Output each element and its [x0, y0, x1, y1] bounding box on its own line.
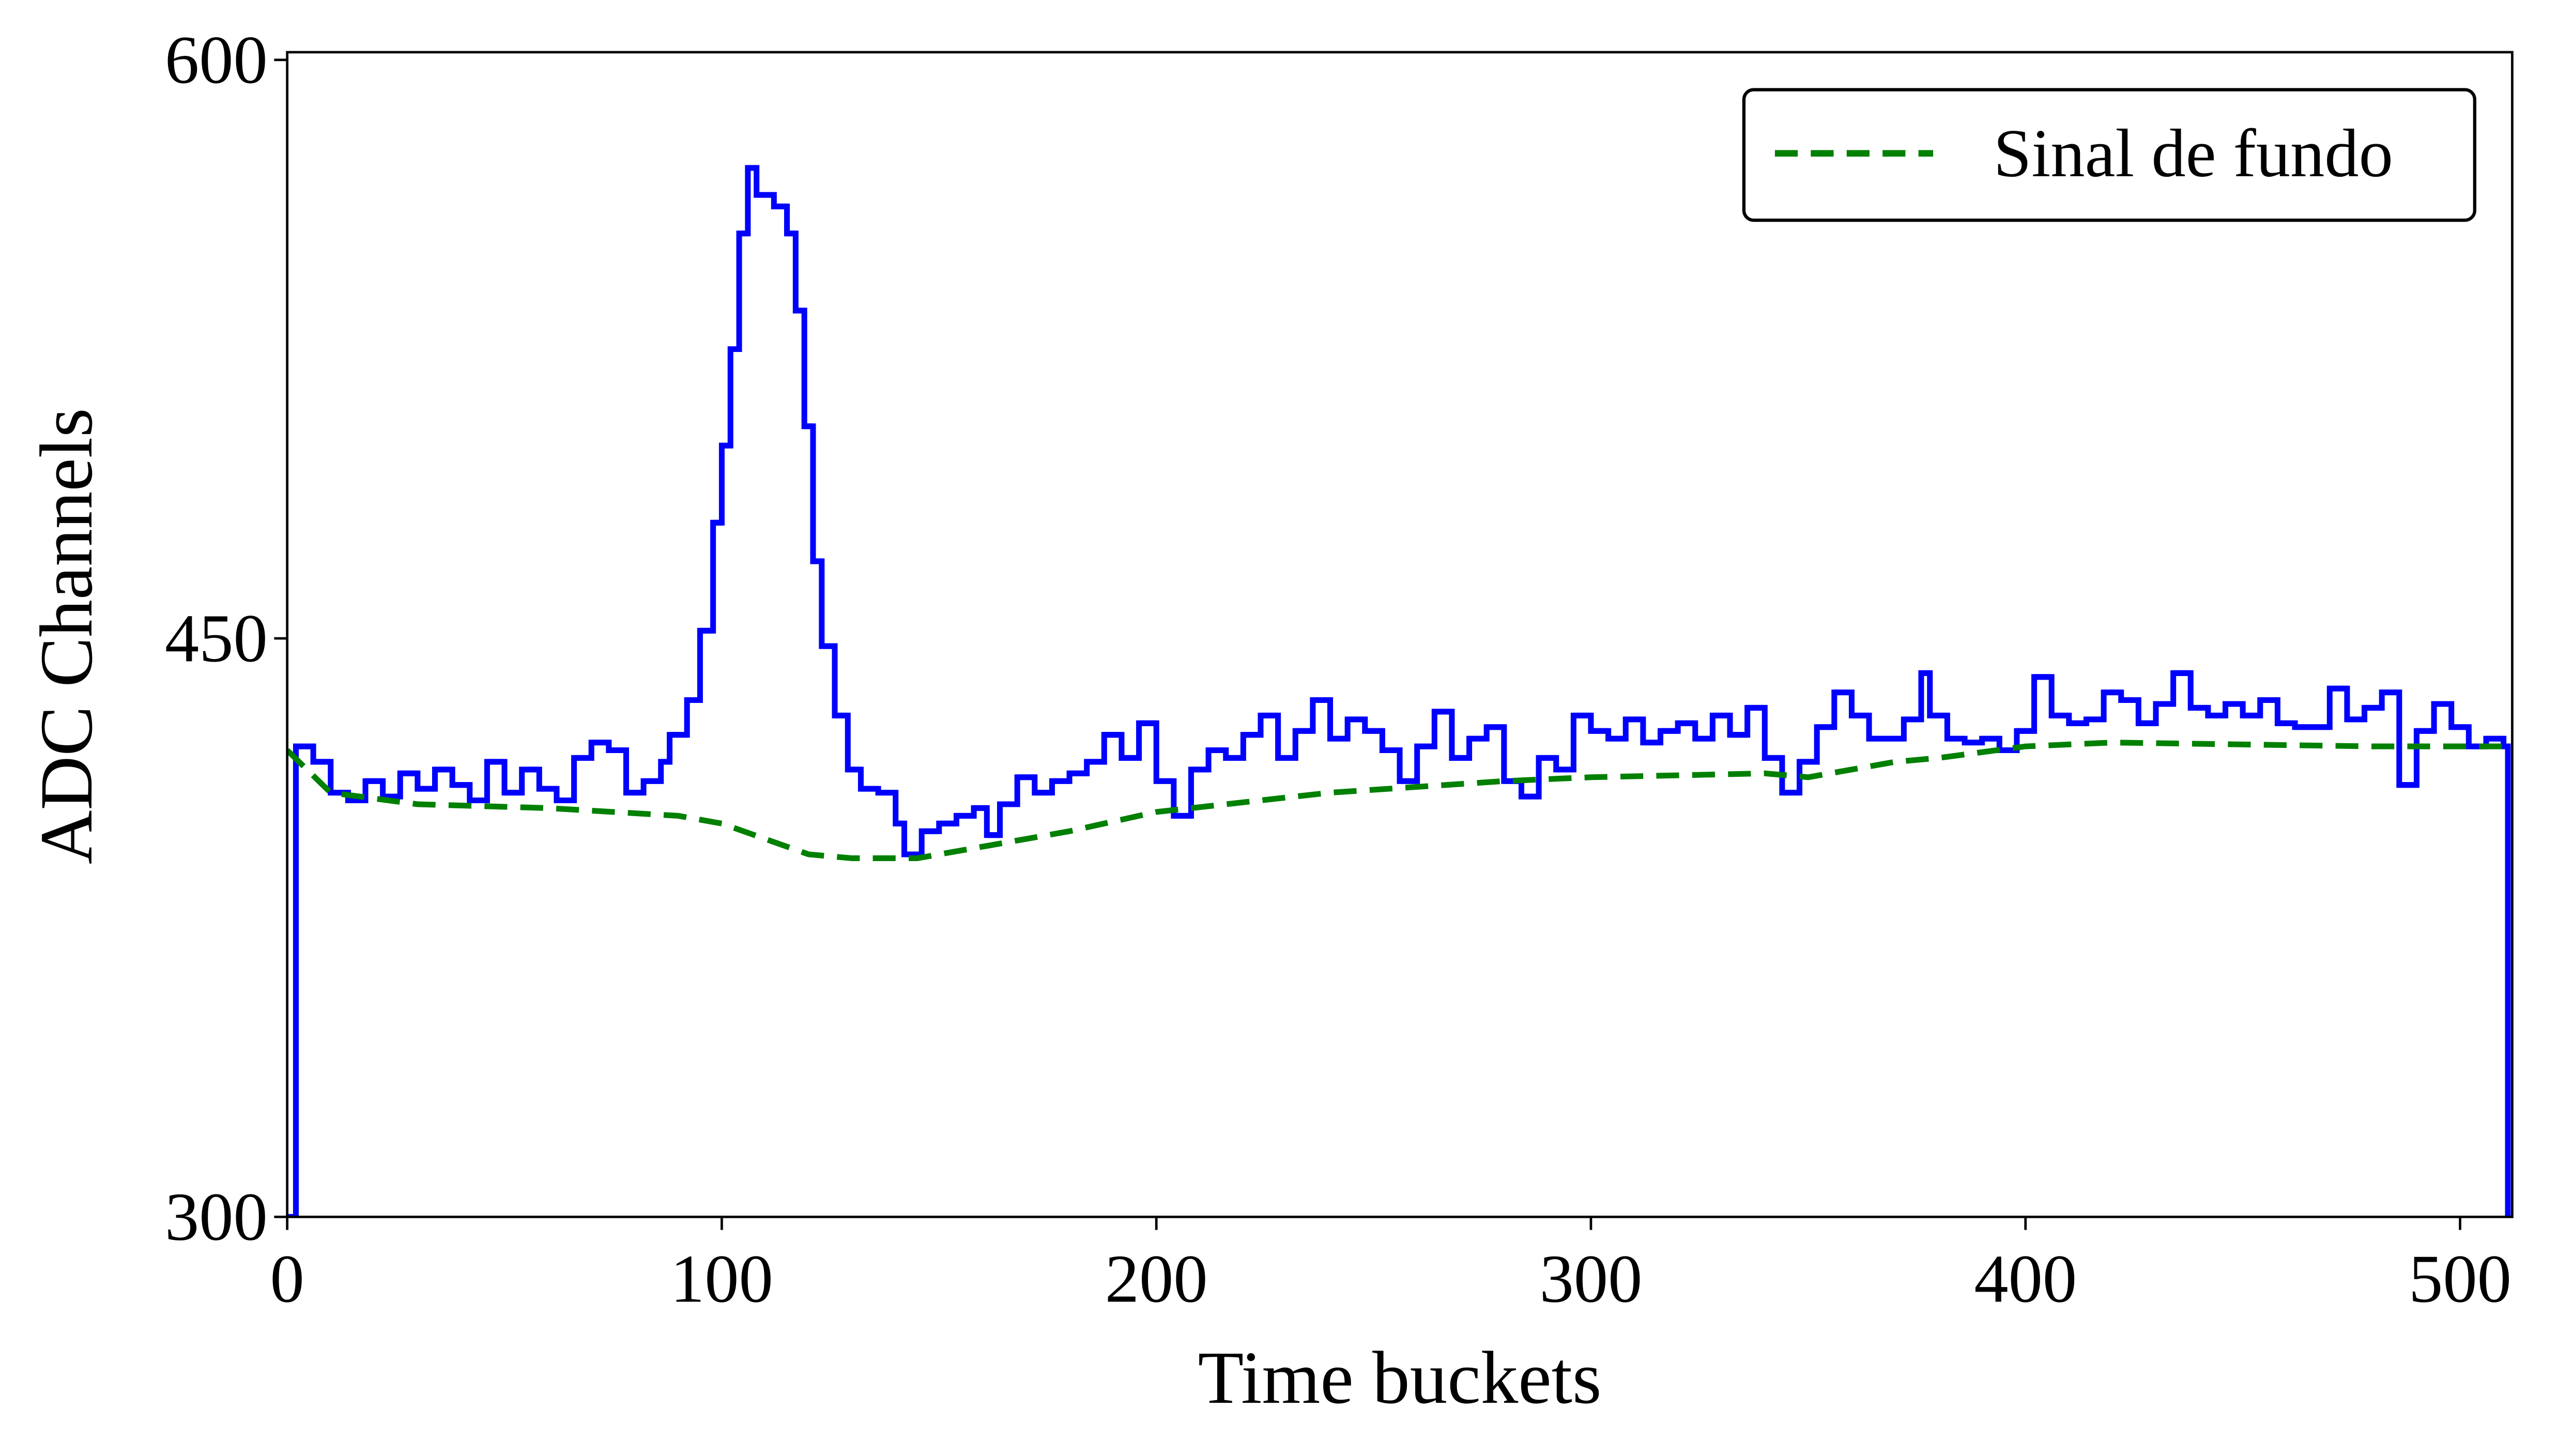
- legend-box: [1742, 88, 2477, 222]
- legend-label: Sinal de fundo: [1994, 115, 2393, 191]
- x-tick-label: 500: [2409, 1240, 2511, 1316]
- y-tick-label: 600: [165, 22, 268, 98]
- x-tick-label: 200: [1105, 1240, 1208, 1316]
- plot-area: [287, 165, 2513, 1217]
- step-outline: [287, 165, 2511, 1217]
- y-tick-label: 300: [165, 1179, 268, 1255]
- x-tick-label: 0: [270, 1240, 304, 1316]
- x-tick-label: 300: [1540, 1240, 1643, 1316]
- y-tick-label: 450: [165, 600, 268, 676]
- y-axis-label: ADC Channels: [25, 408, 108, 864]
- x-tick-label: 100: [670, 1240, 773, 1316]
- line: [287, 740, 2513, 861]
- x-tick-label: 400: [1974, 1240, 2077, 1316]
- x-axis-label: Time buckets: [1198, 1337, 1602, 1419]
- axes-frame: [286, 51, 2514, 1218]
